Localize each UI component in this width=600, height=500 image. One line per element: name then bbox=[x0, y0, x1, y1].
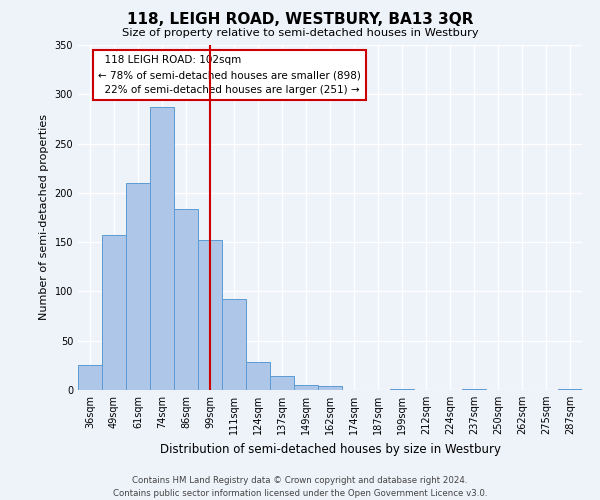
Bar bbox=[294, 385, 318, 390]
Bar bbox=[222, 300, 246, 390]
Bar bbox=[462, 389, 486, 390]
Bar bbox=[198, 240, 222, 390]
Bar bbox=[102, 235, 126, 390]
Text: Size of property relative to semi-detached houses in Westbury: Size of property relative to semi-detach… bbox=[122, 28, 478, 38]
Bar bbox=[174, 208, 198, 390]
Bar bbox=[126, 183, 150, 390]
Text: 118, LEIGH ROAD, WESTBURY, BA13 3QR: 118, LEIGH ROAD, WESTBURY, BA13 3QR bbox=[127, 12, 473, 28]
Bar bbox=[150, 107, 174, 390]
Bar bbox=[78, 366, 102, 390]
Text: 118 LEIGH ROAD: 102sqm
← 78% of semi-detached houses are smaller (898)
  22% of : 118 LEIGH ROAD: 102sqm ← 78% of semi-det… bbox=[98, 56, 361, 95]
Bar bbox=[390, 389, 414, 390]
Bar bbox=[270, 376, 294, 390]
Y-axis label: Number of semi-detached properties: Number of semi-detached properties bbox=[39, 114, 49, 320]
Bar bbox=[558, 389, 582, 390]
Bar bbox=[246, 362, 270, 390]
Text: Contains HM Land Registry data © Crown copyright and database right 2024.
Contai: Contains HM Land Registry data © Crown c… bbox=[113, 476, 487, 498]
Bar bbox=[318, 386, 342, 390]
X-axis label: Distribution of semi-detached houses by size in Westbury: Distribution of semi-detached houses by … bbox=[160, 442, 500, 456]
